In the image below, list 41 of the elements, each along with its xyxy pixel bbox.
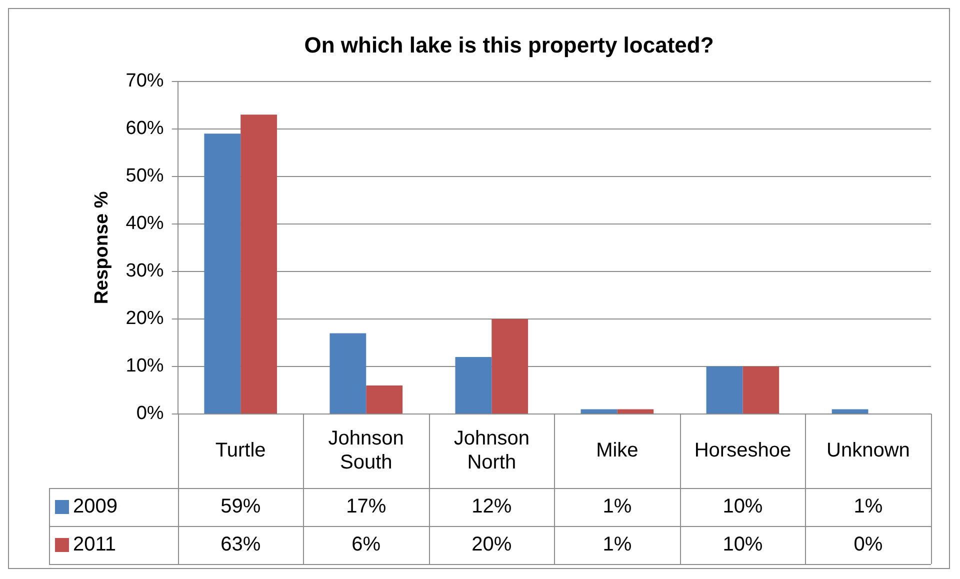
data-label: 10% <box>722 534 763 556</box>
x-tick-label: Johnson South <box>328 428 404 474</box>
bar <box>240 114 277 414</box>
y-axis-title: Response % <box>92 191 113 304</box>
y-tick-label: 50% <box>126 166 164 187</box>
bar <box>492 318 528 414</box>
y-tick-label: 20% <box>126 308 164 330</box>
bar <box>617 409 654 414</box>
data-label: 12% <box>472 496 512 518</box>
legend-label: 2011 <box>73 534 116 556</box>
data-label: 6% <box>352 534 381 556</box>
y-tick-label: 60% <box>126 118 164 140</box>
data-label: 20% <box>472 534 512 556</box>
bar <box>330 333 366 414</box>
bar <box>366 385 403 414</box>
bar <box>455 356 492 414</box>
bar <box>832 409 868 414</box>
chart-title: On which lake is this property located? <box>304 32 714 58</box>
data-label: 17% <box>346 496 386 518</box>
data-label: 1% <box>854 496 883 518</box>
legend-label: 2009 <box>73 496 118 518</box>
y-tick-label: 0% <box>136 403 164 424</box>
data-label: 63% <box>220 534 261 556</box>
bar <box>204 134 241 414</box>
x-tick-label: Mike <box>596 440 638 462</box>
data-label: 0% <box>854 534 883 556</box>
y-tick-label: 10% <box>126 356 164 377</box>
y-tick-label: 70% <box>126 70 164 92</box>
x-tick-label: Unknown <box>826 440 910 462</box>
bar <box>706 366 743 414</box>
x-tick-label: Turtle <box>215 440 266 462</box>
y-tick-label: 30% <box>126 260 164 282</box>
x-tick-label: Johnson North <box>454 428 530 474</box>
data-label: 1% <box>602 496 632 518</box>
data-label: 1% <box>602 534 632 556</box>
y-tick-label: 40% <box>126 213 164 234</box>
x-tick-label: Horseshoe <box>694 440 792 462</box>
data-label: 10% <box>722 496 763 518</box>
bar <box>580 409 618 414</box>
bar <box>742 366 780 414</box>
data-label: 59% <box>220 496 261 518</box>
